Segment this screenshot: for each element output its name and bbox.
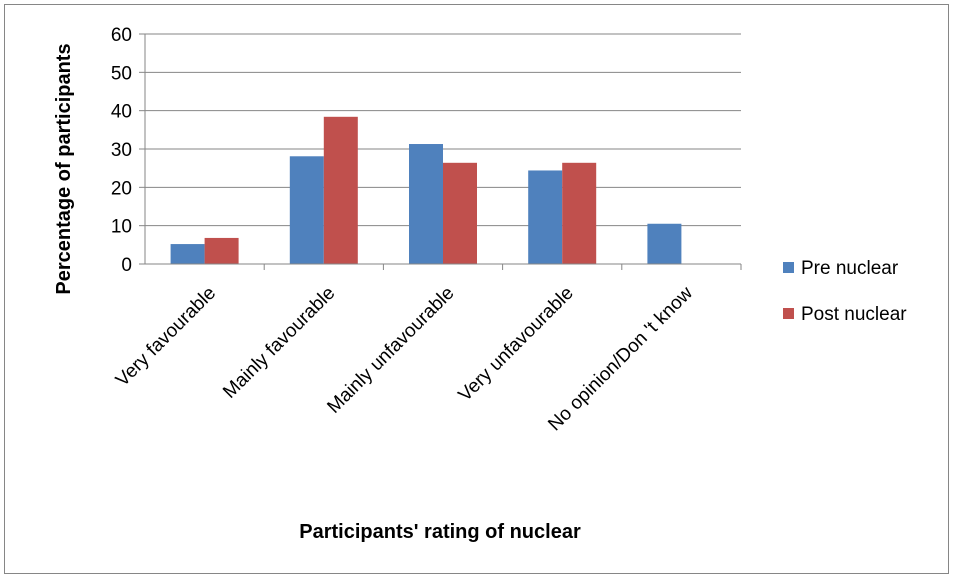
- bar-post-nuclear: [562, 162, 597, 264]
- y-tick-label: 0: [121, 255, 132, 276]
- x-category-label: Very favourable: [112, 283, 220, 391]
- y-tick-label: 60: [111, 25, 132, 46]
- bar-pre-nuclear: [528, 170, 563, 264]
- y-tick-label: 20: [111, 178, 132, 199]
- bar-post-nuclear: [323, 116, 358, 264]
- x-category-label: Very unfavourable: [455, 283, 578, 406]
- y-tick-label: 10: [111, 217, 132, 238]
- bar-pre-nuclear: [170, 244, 205, 264]
- y-tick-label: 50: [111, 63, 132, 84]
- x-category-label: Mainly unfavourable: [323, 283, 458, 418]
- bar-pre-nuclear: [289, 156, 324, 264]
- legend-swatch: [783, 262, 794, 273]
- legend: Pre nuclear Post nuclear: [783, 258, 907, 325]
- bar-post-nuclear: [443, 162, 477, 264]
- bar-pre-nuclear: [647, 223, 682, 264]
- bar-pre-nuclear: [409, 144, 443, 264]
- gridlines: [145, 33, 741, 227]
- y-tick-label: 30: [111, 140, 132, 161]
- legend-label: Pre nuclear: [801, 258, 899, 279]
- y-tick-label: 40: [111, 102, 132, 123]
- x-category-label: Mainly favourable: [219, 283, 339, 403]
- legend-swatch: [783, 308, 794, 319]
- bars: [170, 116, 682, 264]
- chart-frame: [4, 4, 949, 574]
- y-axis-title: Percentage of participants: [53, 43, 75, 294]
- legend-label: Post nuclear: [801, 304, 907, 325]
- bar-post-nuclear: [204, 237, 239, 264]
- y-axis-ticks: 0 10 20 30 40 50 60: [111, 25, 742, 276]
- x-axis-title: Participants' rating of nuclear: [299, 521, 581, 543]
